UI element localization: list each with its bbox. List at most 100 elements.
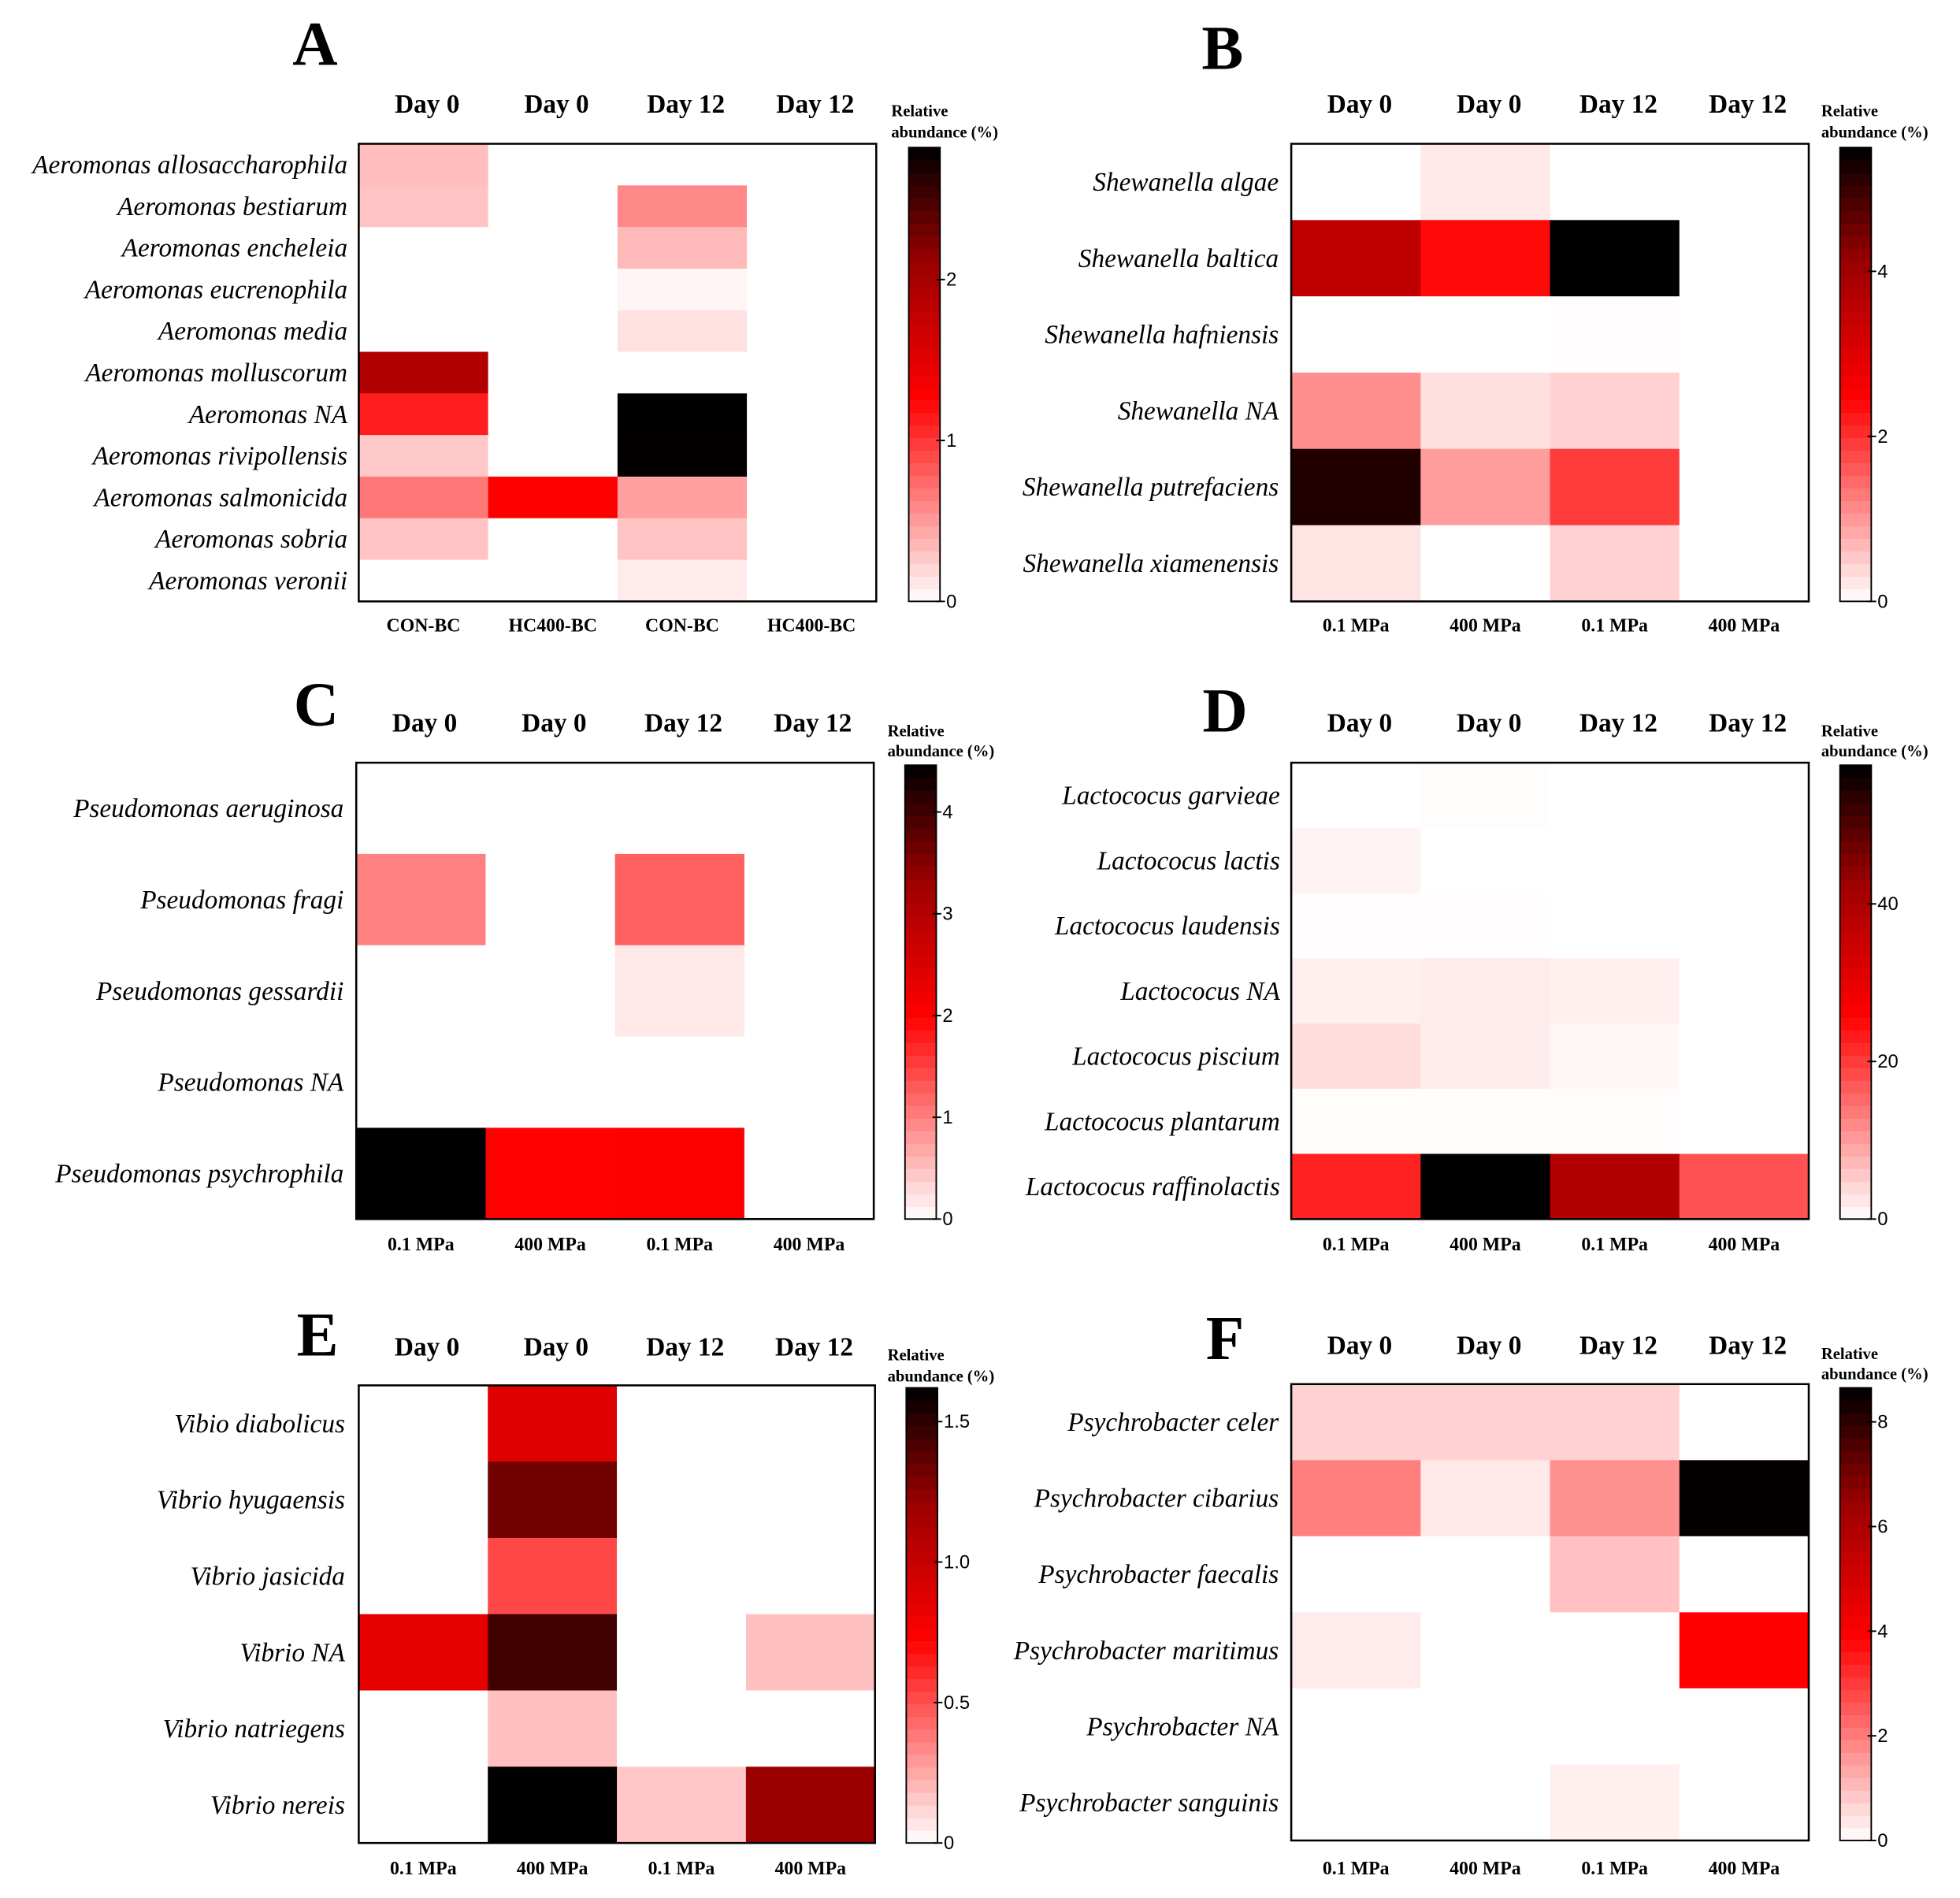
colorbar-band bbox=[906, 1628, 938, 1642]
column-label: HC400-BC bbox=[767, 615, 856, 636]
colorbar-band bbox=[908, 576, 941, 589]
colorbar-tick-label: 1.5 bbox=[944, 1411, 970, 1432]
heatmap-frame bbox=[1290, 1383, 1810, 1842]
colorbar-tick-label: 1.0 bbox=[944, 1552, 970, 1573]
colorbar-band bbox=[1839, 311, 1872, 325]
heatmap-cell bbox=[614, 763, 745, 855]
heatmap-frame bbox=[358, 1384, 876, 1844]
colorbar-band bbox=[908, 210, 941, 224]
row-label: Vibio diabolicus bbox=[174, 1410, 345, 1439]
heatmap-cell bbox=[1550, 827, 1680, 894]
colorbar-band bbox=[1839, 1828, 1872, 1841]
row-label: Pseudomonas NA bbox=[157, 1068, 344, 1098]
colorbar-tick-label: 0.5 bbox=[944, 1692, 970, 1714]
colorbar-frame bbox=[905, 1387, 939, 1844]
column-label: 400 MPa bbox=[1709, 1235, 1780, 1255]
heatmap-cell bbox=[356, 1036, 487, 1129]
colorbar-band bbox=[1839, 1476, 1872, 1489]
heatmap-cell bbox=[1550, 1688, 1680, 1766]
column-label: 400 MPa bbox=[517, 1859, 588, 1879]
colorbar-title: abundance (%) bbox=[1821, 743, 1928, 760]
colorbar-band bbox=[1839, 828, 1872, 841]
heatmap-cell bbox=[358, 351, 489, 394]
colorbar-band bbox=[1839, 1093, 1872, 1106]
heatmap-frame bbox=[1290, 143, 1810, 603]
heatmap-cell bbox=[485, 853, 616, 946]
colorbar-band bbox=[1839, 1030, 1872, 1043]
colorbar-band bbox=[1839, 563, 1872, 577]
heatmap-cell bbox=[614, 945, 745, 1038]
colorbar-band bbox=[906, 1413, 938, 1427]
heatmap-cell bbox=[1291, 827, 1421, 894]
heatmap-cell bbox=[1679, 1460, 1810, 1537]
heatmap-cell bbox=[488, 559, 618, 602]
row-label: Psychrobacter celer bbox=[1067, 1408, 1279, 1437]
colorbar-band bbox=[906, 1488, 938, 1502]
colorbar-band bbox=[1839, 891, 1872, 904]
colorbar-band bbox=[908, 500, 941, 514]
colorbar-tick-label: 0 bbox=[1877, 1830, 1888, 1852]
row-label: Aeromonas veronii bbox=[147, 566, 347, 596]
heatmap-cell bbox=[488, 1690, 618, 1768]
column-header: Day 0 bbox=[1327, 708, 1392, 737]
heatmap-cell bbox=[745, 1614, 876, 1692]
colorbar-band bbox=[908, 273, 941, 287]
heatmap-cell bbox=[1679, 1023, 1810, 1090]
colorbar-band bbox=[906, 1703, 938, 1718]
column-header: Day 12 bbox=[1580, 90, 1657, 119]
heatmap-cell bbox=[488, 1614, 618, 1692]
heatmap-cell bbox=[358, 227, 489, 269]
heatmap-cell bbox=[614, 1036, 745, 1129]
colorbar-band bbox=[1839, 1055, 1872, 1068]
heatmap-cell bbox=[617, 1462, 747, 1539]
heatmap-cell bbox=[1550, 143, 1680, 221]
colorbar-band bbox=[1839, 1803, 1872, 1816]
colorbar-band bbox=[908, 223, 941, 236]
row-label: Lactococus NA bbox=[1119, 977, 1280, 1006]
column-label: CON-BC bbox=[645, 615, 719, 636]
panel-letter: C bbox=[294, 670, 339, 739]
colorbar-band bbox=[908, 147, 941, 161]
heatmap-cell bbox=[1679, 958, 1810, 1024]
colorbar-band bbox=[1839, 1740, 1872, 1753]
row-label: Shewanella baltica bbox=[1078, 244, 1279, 273]
row-label: Shewanella xiamenensis bbox=[1023, 549, 1279, 578]
heatmap-cell bbox=[1679, 1088, 1810, 1155]
panel-b: B Day 0 Day 0 Day 12 Day 12 Shewanella algae S… bbox=[1023, 13, 1928, 636]
heatmap-cell bbox=[488, 1766, 618, 1844]
colorbar-band bbox=[906, 1754, 938, 1768]
column-header: Day 12 bbox=[776, 90, 854, 119]
colorbar-band bbox=[1839, 1068, 1872, 1081]
heatmap-cell bbox=[358, 518, 489, 561]
heatmap-cell bbox=[747, 268, 877, 311]
colorbar-tick-label: 2 bbox=[946, 269, 956, 291]
colorbar-title: Relative bbox=[1821, 723, 1878, 741]
colorbar-band bbox=[1839, 1576, 1872, 1590]
heatmap-cell bbox=[356, 853, 487, 946]
colorbar-title: abundance (%) bbox=[1821, 124, 1928, 142]
colorbar-band bbox=[906, 1716, 938, 1730]
column-header: Day 0 bbox=[392, 708, 457, 737]
colorbar-band bbox=[1839, 878, 1872, 892]
heatmap-cell bbox=[488, 310, 618, 353]
heatmap-cell bbox=[1420, 525, 1551, 602]
heatmap-cell bbox=[617, 351, 748, 394]
panel-c: C Day 0 Day 0 Day 12 Day 12 Pseudomonas aerug… bbox=[54, 670, 994, 1255]
colorbar-title: abundance (%) bbox=[888, 743, 995, 760]
row-label: Lactococus laudensis bbox=[1054, 912, 1280, 941]
colorbar-tick-label: 20 bbox=[1877, 1051, 1898, 1072]
heatmap-cell bbox=[358, 1690, 488, 1768]
heatmap-cell bbox=[745, 1537, 876, 1615]
colorbar-band bbox=[1839, 248, 1872, 262]
heatmap-cell bbox=[1550, 296, 1680, 373]
heatmap-cell bbox=[358, 435, 489, 477]
heatmap-cell bbox=[1550, 763, 1680, 829]
heatmap-cell bbox=[358, 559, 489, 602]
heatmap-cell bbox=[617, 435, 748, 477]
panel-e: E Day 0 Day 0 Day 12 Day 12 Vibio diabolicus V… bbox=[157, 1300, 994, 1879]
colorbar-title: abundance (%) bbox=[1821, 1365, 1928, 1383]
colorbar-frame bbox=[908, 147, 941, 603]
colorbar-band bbox=[1839, 929, 1872, 942]
colorbar-frame bbox=[1839, 1387, 1873, 1841]
colorbar-band bbox=[1839, 286, 1872, 299]
